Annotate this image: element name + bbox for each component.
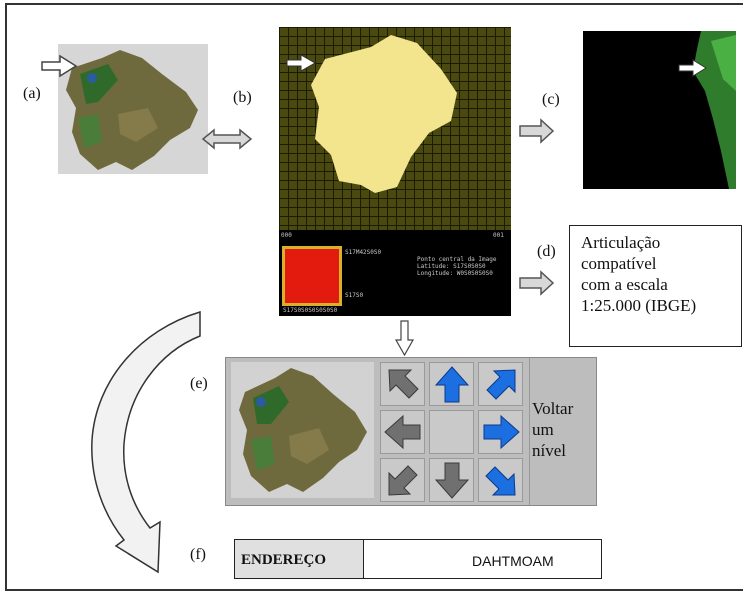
scale-note-line: com a escala (581, 275, 668, 294)
info-coord-top: S17M42S0S0 (345, 249, 382, 256)
nav-right-button[interactable] (478, 410, 523, 454)
info-top-right: 001 (493, 232, 504, 239)
down-arrow-icon (434, 462, 470, 499)
back-label-line: um (532, 420, 554, 439)
nav-left-button[interactable] (380, 410, 425, 454)
info-panel: 000 001 S17M42S0S0 S17S0 S17S0S0S0S0S0S0… (279, 230, 511, 316)
label-a: (a) (23, 85, 41, 102)
scale-note-box: Articulação compatível com a escala 1:25… (569, 225, 742, 347)
label-b: (b) (233, 89, 252, 106)
nav-up-left-button[interactable] (380, 362, 425, 406)
nav-up-button[interactable] (429, 362, 474, 406)
back-one-level-button[interactable]: Voltar um nível (529, 358, 595, 505)
zoomed-image-panel (583, 31, 736, 189)
info-top-left: 000 (281, 232, 292, 239)
label-e: (e) (190, 375, 208, 392)
nav-down-button[interactable] (429, 458, 474, 502)
nav-center-cell (429, 410, 474, 454)
back-label-line: Voltar (532, 399, 574, 418)
address-label: ENDEREÇO (235, 540, 364, 578)
down-left-arrow-icon (388, 465, 418, 496)
grid-map-panel (279, 27, 511, 230)
red-square (282, 246, 342, 306)
info-center-line: Ponto central da Image (417, 256, 497, 263)
nav-up-right-button[interactable] (478, 362, 523, 406)
nav-down-left-button[interactable] (380, 458, 425, 502)
state-map-a (58, 44, 208, 174)
figure-frame (5, 3, 743, 591)
info-coord-footer: S17S0S0S0S0S0S0 (283, 307, 338, 314)
navigation-panel: Voltar um nível (225, 357, 597, 506)
nav-down-right-button[interactable] (478, 458, 523, 502)
info-center-line: Latitude: S17S0S0S0 (417, 263, 486, 270)
scale-note-line: compatível (581, 254, 657, 273)
up-arrow-icon (434, 366, 470, 403)
info-coord-bottom: S17S0 (345, 292, 364, 299)
address-value[interactable]: DAHTMOAM (472, 553, 554, 569)
label-f: (f) (190, 546, 206, 563)
back-label-line: nível (532, 441, 566, 460)
scale-note-line: 1:25.000 (IBGE) (581, 296, 697, 315)
down-right-arrow-icon (485, 466, 516, 496)
label-d: (d) (537, 243, 556, 260)
address-bar: ENDEREÇO DAHTMOAM (234, 539, 602, 579)
right-arrow-icon (483, 414, 520, 450)
info-center-line: Longitude: W0S0S0S0S0 (417, 270, 493, 277)
label-c: (c) (542, 91, 560, 108)
up-left-arrow-icon (388, 369, 419, 399)
info-center-text: Ponto central da Image Latitude: S17S0S0… (417, 256, 496, 277)
left-arrow-icon (384, 414, 421, 450)
scale-note-line: Articulação (581, 233, 661, 252)
direction-pad (380, 362, 526, 502)
state-map-e (231, 362, 374, 498)
up-right-arrow-icon (486, 369, 516, 400)
